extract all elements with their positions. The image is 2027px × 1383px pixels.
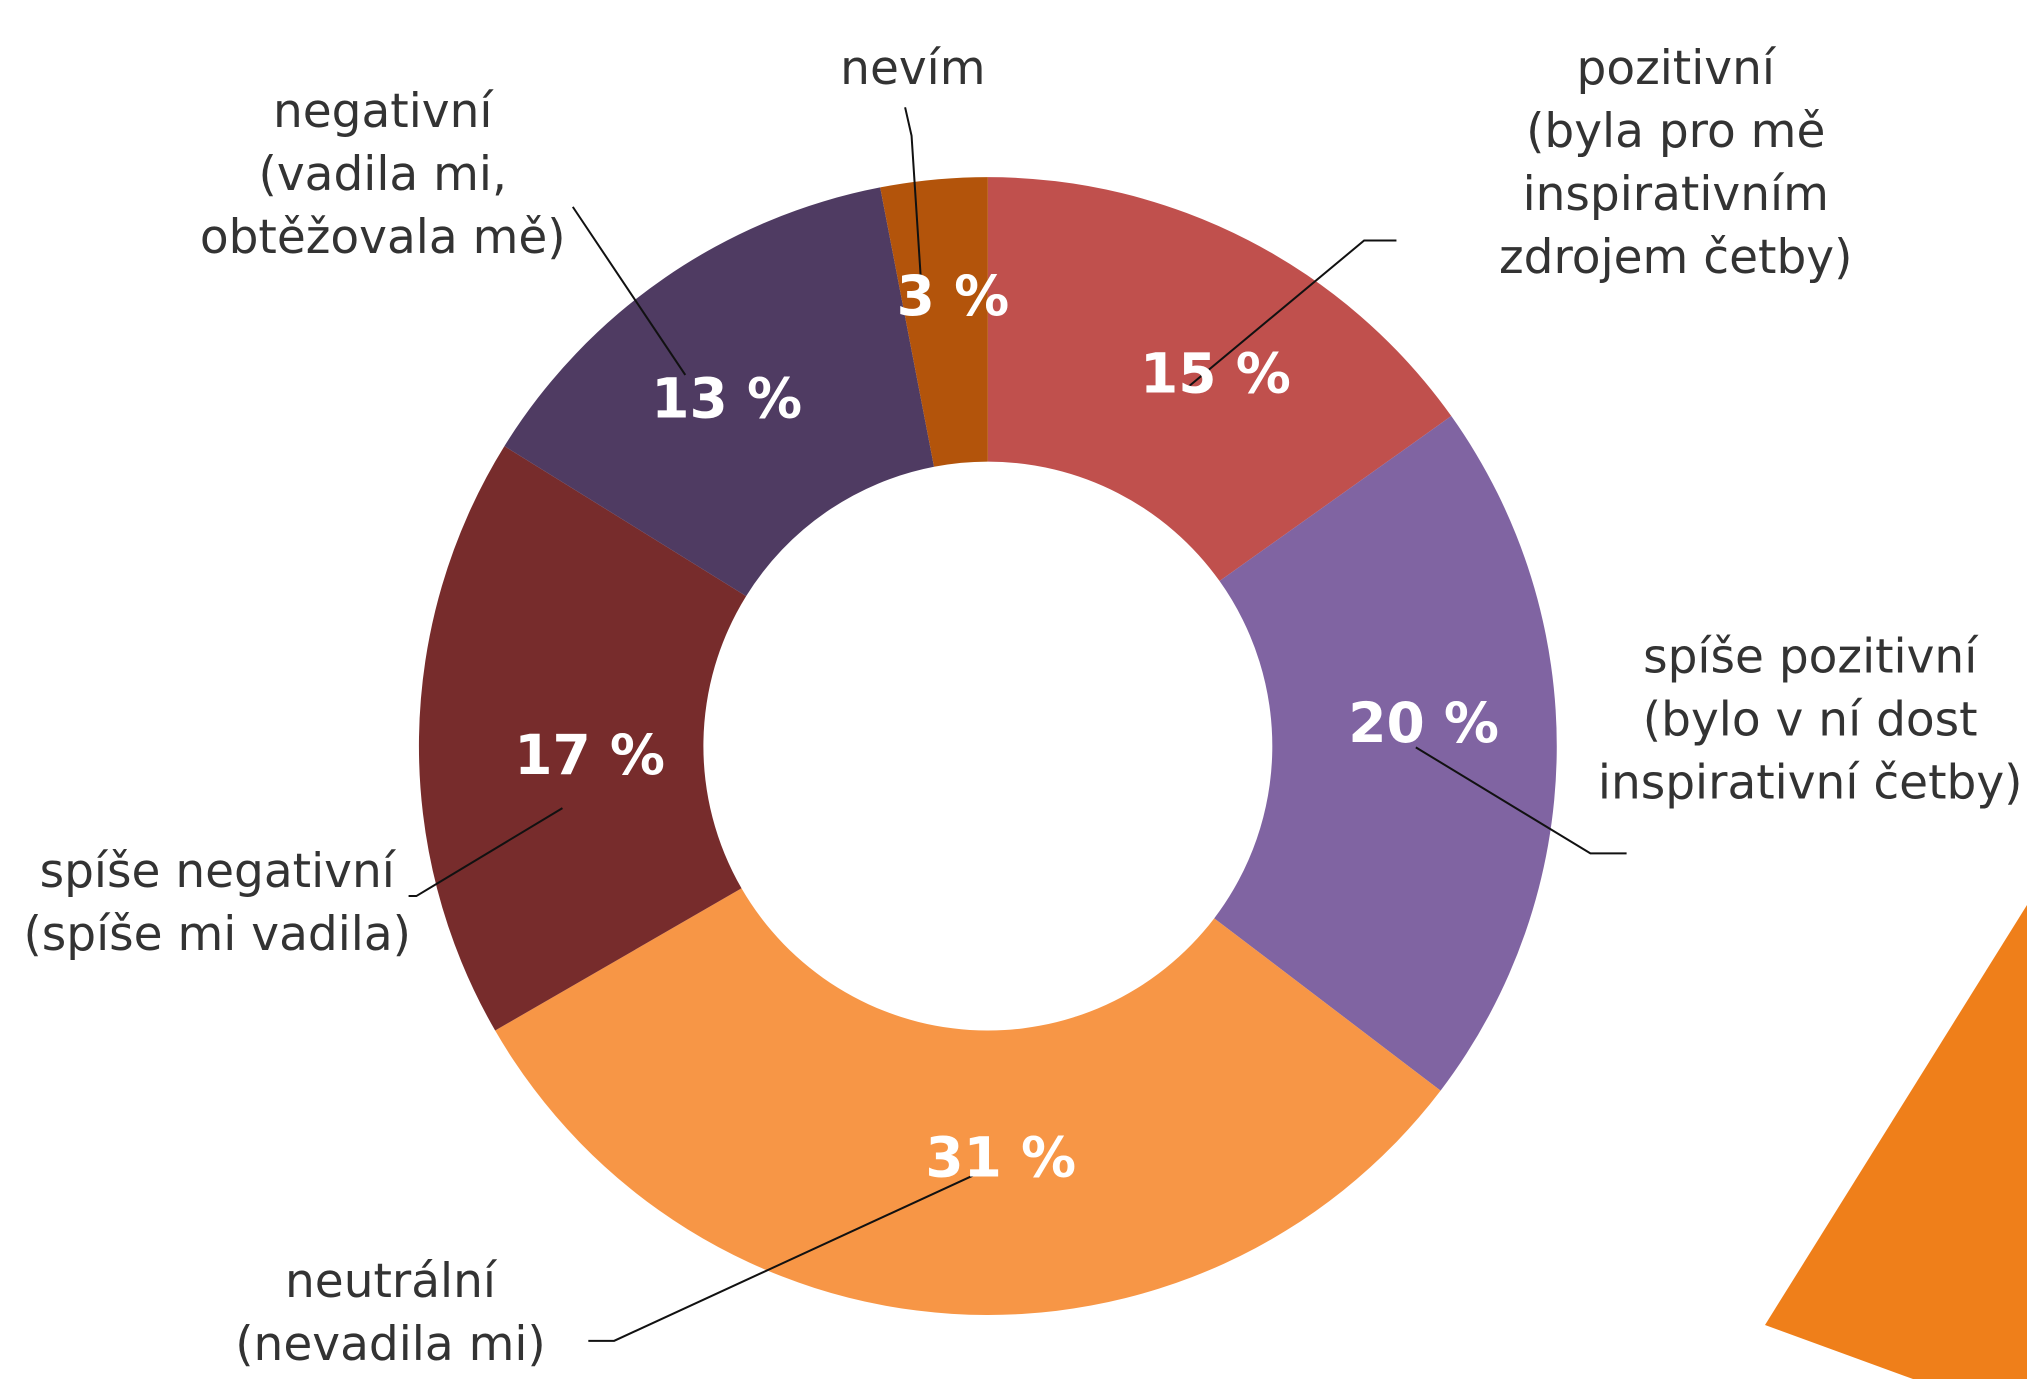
category-label: spíše pozitivní (bylo v ní dost inspirativ…: [1598, 629, 2023, 810]
leader-line: [904, 107, 922, 276]
category-label: spíše negativní (spíše mi vadila): [23, 844, 411, 962]
decoration: [1765, 905, 2027, 1379]
donut-slice: [1214, 416, 1557, 1091]
donut-slice: [987, 177, 1452, 582]
leader-line: [1415, 746, 1627, 855]
leader-line: [1186, 239, 1397, 389]
value-label: 20 %: [1348, 691, 1499, 755]
value-label: 17 %: [514, 723, 665, 787]
category-label: neutrální (nevadila mi): [235, 1253, 546, 1371]
value-label: 3 %: [897, 264, 1010, 328]
leader-line: [571, 206, 687, 376]
donut-slice: [418, 446, 747, 1031]
leader-line: [408, 807, 563, 898]
donut-slice: [504, 187, 935, 597]
category-label: pozitivní (byla pro mě inspirativním zdroje…: [1499, 41, 1852, 285]
value-label: 13 %: [651, 366, 802, 430]
donut-slice: [495, 888, 1441, 1315]
donut-slice: [880, 177, 988, 467]
category-label: nevím: [840, 41, 985, 96]
leader-line: [588, 1173, 977, 1342]
value-label: 31 %: [925, 1125, 1076, 1189]
category-label: negativní (vadila mi, obtěžovala mě): [200, 83, 566, 264]
value-label: 15 %: [1140, 342, 1291, 406]
